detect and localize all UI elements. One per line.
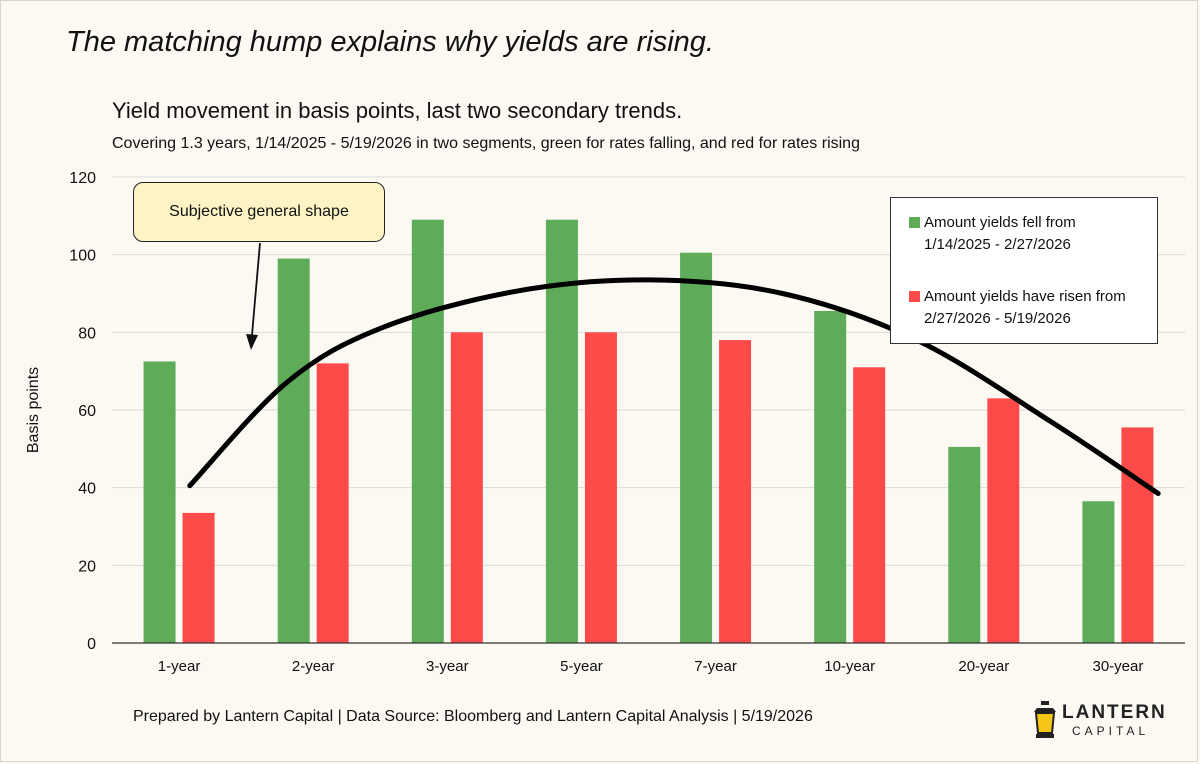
bar-risen: [853, 367, 886, 643]
bar-risen: [450, 332, 483, 643]
legend-item-risen: Amount yields have risen from 2/27/2026 …: [909, 286, 1164, 330]
bar-risen: [719, 340, 752, 643]
legend-label-fell-line1: Amount yields fell from: [924, 214, 1076, 231]
y-tick-label: 100: [69, 248, 96, 265]
y-tick-label: 20: [78, 558, 96, 575]
y-tick-label: 120: [69, 170, 96, 187]
legend-label-risen-line2: 2/27/2026 - 5/19/2026: [924, 310, 1071, 327]
bar-risen: [1121, 427, 1154, 643]
bar-fell: [277, 258, 310, 643]
legend-item-fell: Amount yields fell from 1/14/2025 - 2/27…: [909, 212, 1164, 256]
legend-swatch-red: [909, 291, 920, 302]
y-tick-label: 80: [78, 325, 96, 342]
x-tick-label: 5-year: [560, 658, 603, 675]
bar-fell: [680, 252, 713, 643]
bar-fell: [948, 446, 981, 643]
legend-label-fell-line2: 1/14/2025 - 2/27/2026: [924, 236, 1071, 253]
axes: 0 20 40 60 80 100 120 1-year 2-year 3-year 5-year 7…: [25, 170, 1185, 675]
bar-fell: [411, 219, 444, 643]
callout-arrow-line: [251, 242, 261, 336]
bar-risen: [182, 512, 215, 643]
x-tick-label: 1-year: [158, 658, 201, 675]
y-tick-label: 0: [87, 636, 96, 653]
x-tick-label: 3-year: [426, 658, 469, 675]
legend-swatch-green: [909, 217, 920, 228]
lantern-icon: [1034, 701, 1056, 738]
y-axis-title: Basis points: [25, 367, 42, 453]
logo-word-capital: CAPITAL: [1072, 724, 1150, 738]
bar-fell: [545, 219, 578, 643]
legend-label-risen-line1: Amount yields have risen from: [924, 288, 1126, 305]
bar-fell: [1082, 501, 1115, 643]
callout-arrow-head: [246, 334, 258, 350]
bar-risen: [987, 398, 1020, 643]
x-tick-label: 10-year: [824, 658, 875, 675]
bar-risen: [584, 332, 617, 643]
trend-curve-layer: [187, 242, 1161, 496]
x-tick-label: 20-year: [958, 658, 1009, 675]
chart-caption: Covering 1.3 years, 1/14/2025 - 5/19/202…: [112, 135, 860, 152]
y-tick-label: 40: [78, 481, 96, 498]
bar-risen: [316, 363, 349, 643]
callout-box: Subjective general shape: [133, 182, 385, 242]
bar-fell: [143, 361, 176, 643]
lantern-capital-logo: LANTERN CAPITAL: [1030, 700, 1165, 742]
headline: The matching hump explains why yields ar…: [66, 26, 714, 58]
chart-subtitle: Yield movement in basis points, last two…: [112, 98, 683, 123]
logo-word-lantern: LANTERN: [1062, 702, 1167, 723]
bars: [143, 219, 1154, 643]
y-tick-label: 60: [78, 403, 96, 420]
trend-curve: [187, 277, 1161, 496]
x-tick-label: 2-year: [292, 658, 335, 675]
x-tick-label: 30-year: [1093, 658, 1144, 675]
bar-fell: [814, 310, 847, 643]
legend: Amount yields fell from 1/14/2025 - 2/27…: [890, 197, 1158, 344]
x-tick-label: 7-year: [694, 658, 737, 675]
footer-source: Prepared by Lantern Capital | Data Sourc…: [133, 708, 813, 725]
